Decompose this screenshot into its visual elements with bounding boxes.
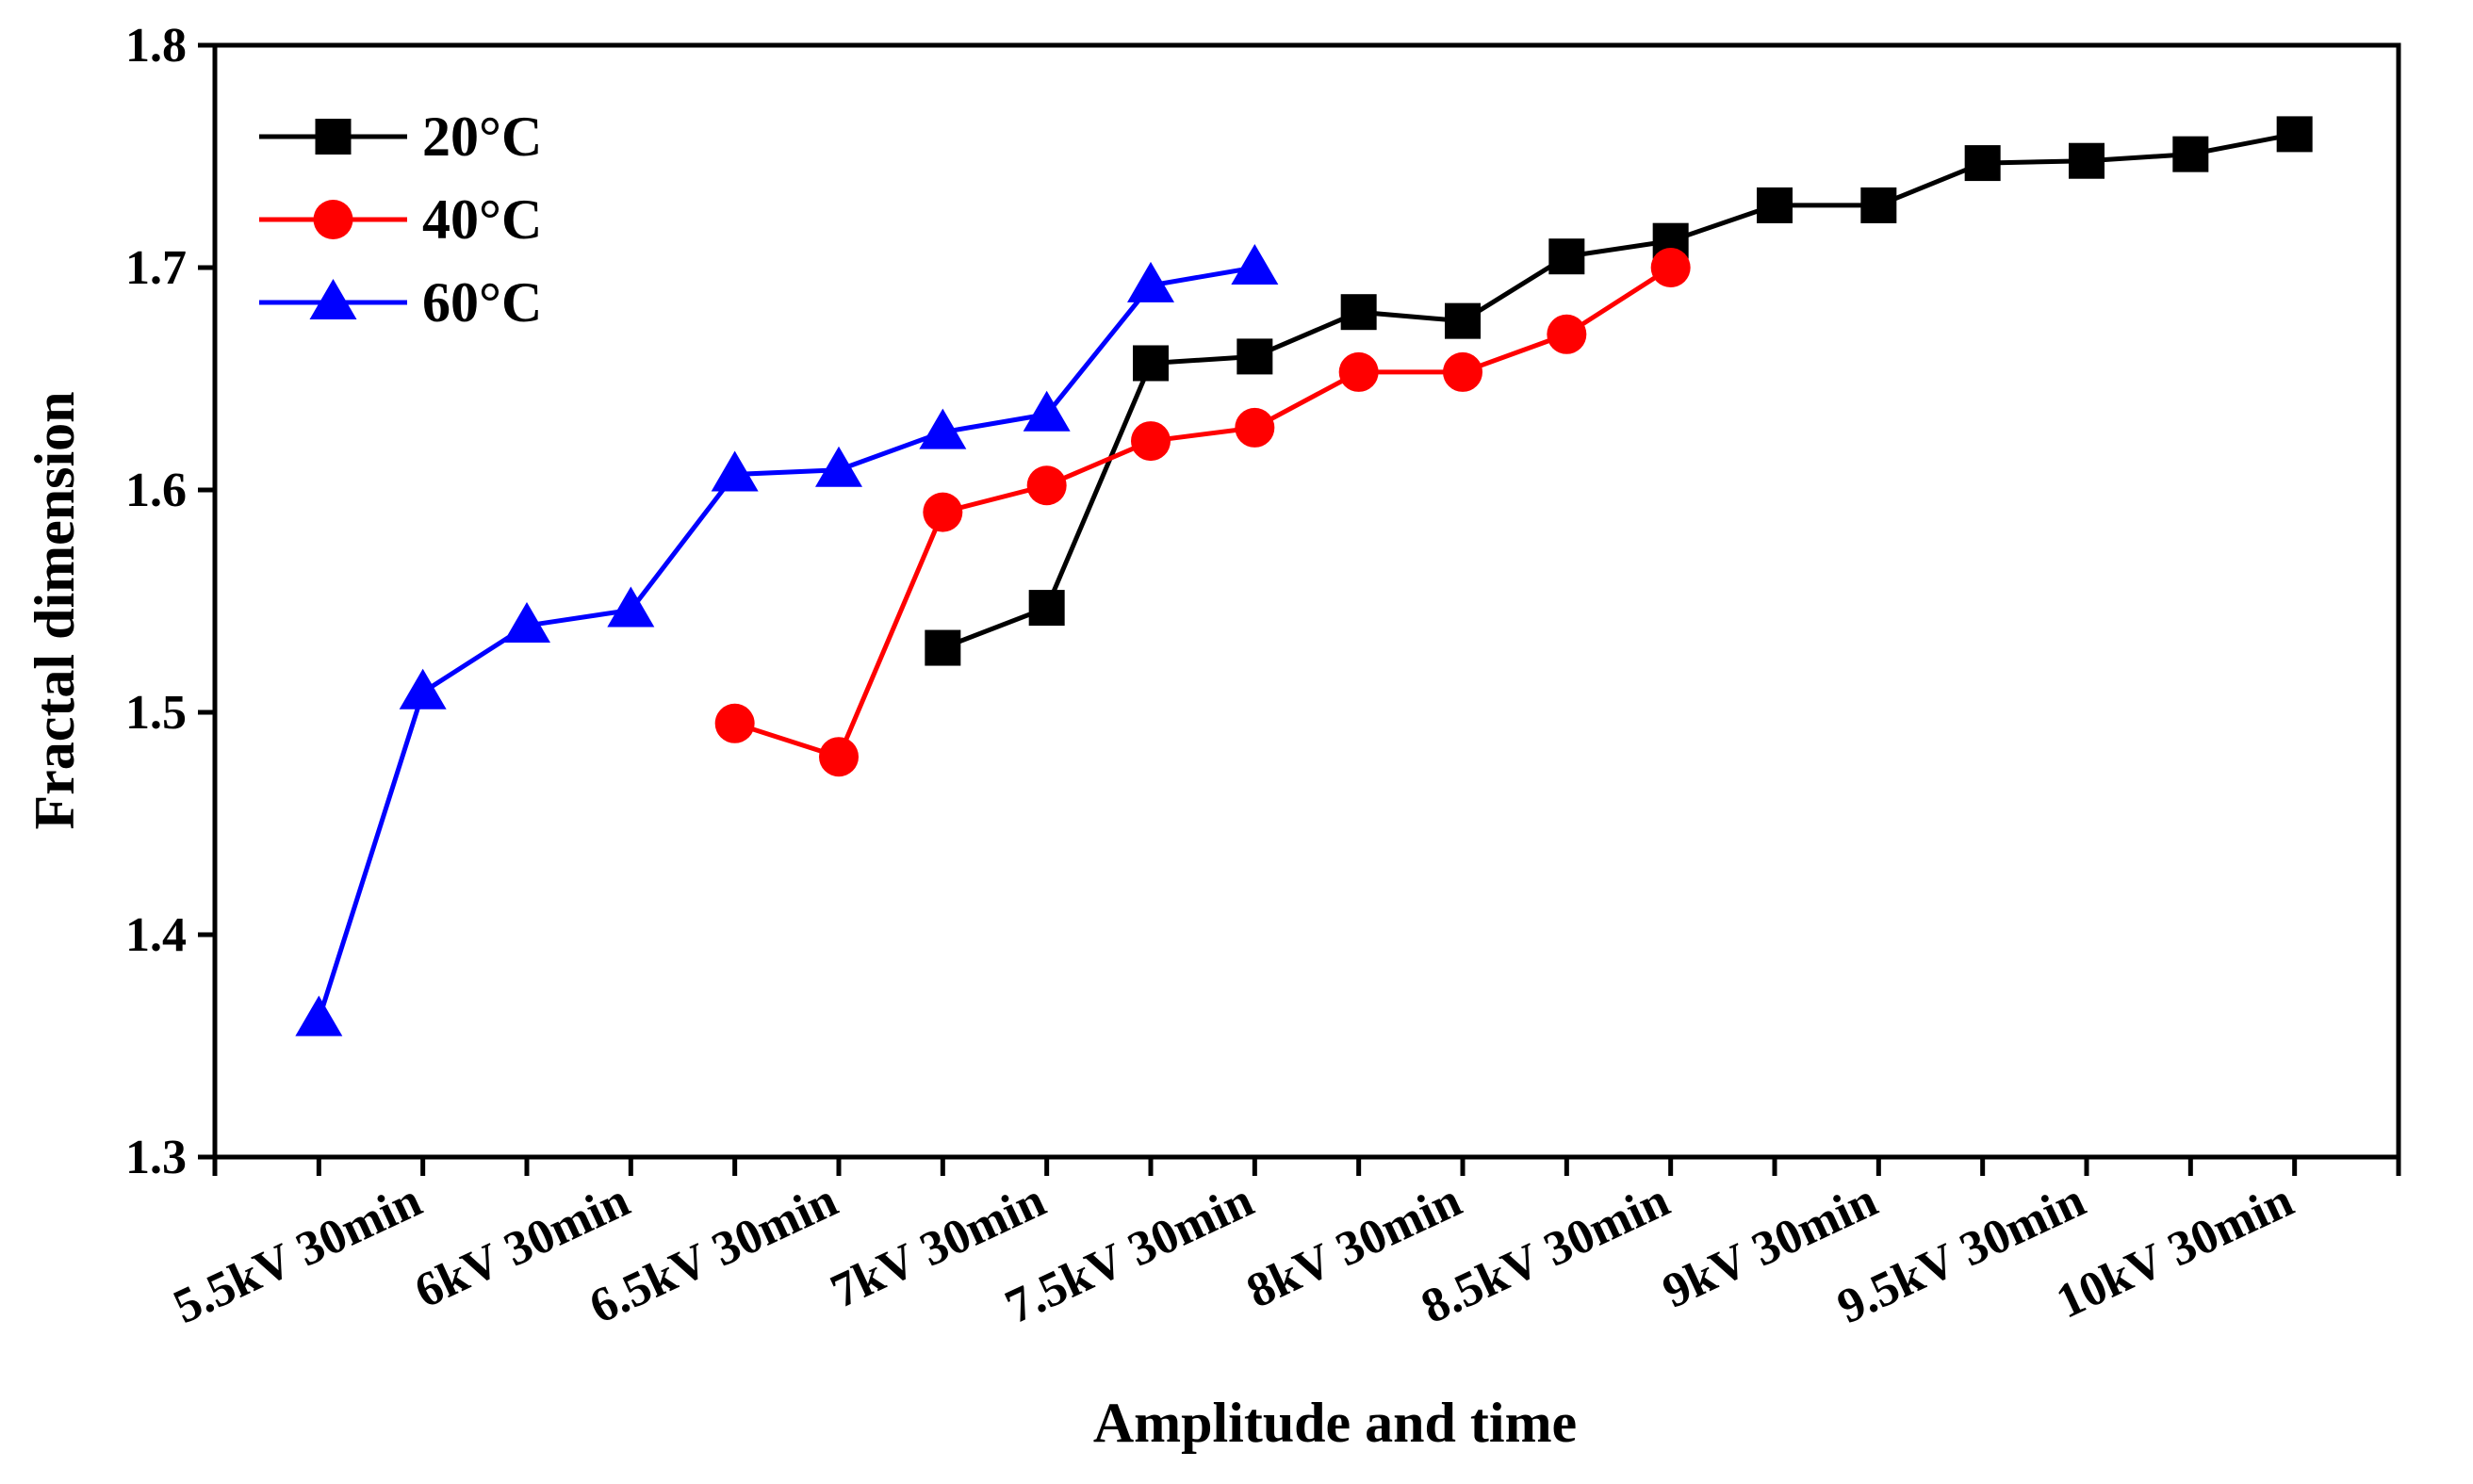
series-triangle-group [295, 244, 1279, 1036]
y-tick-label: 1.7 [125, 241, 187, 295]
data-point [503, 601, 550, 643]
data-point [607, 586, 655, 628]
data-point [1127, 261, 1174, 302]
data-point [295, 995, 343, 1036]
y-tick-label: 1.3 [125, 1131, 187, 1184]
data-point [819, 737, 859, 777]
data-point [1133, 345, 1169, 382]
y-axis-title: Fractal dimension [24, 392, 86, 830]
data-point [1757, 187, 1793, 223]
x-tick-label: 5.5kV 30min [166, 1173, 430, 1334]
x-tick-label: 10kV 30min [2049, 1173, 2301, 1329]
legend-marker [313, 200, 353, 239]
data-point [1548, 238, 1585, 275]
data-point [2172, 136, 2209, 172]
legend-label: 60°C [422, 271, 542, 334]
data-point [1023, 390, 1071, 432]
x-axis-title: Amplitude and time [1093, 1392, 1577, 1454]
data-point [1443, 351, 1482, 392]
data-point [1235, 407, 1275, 448]
series-line [942, 131, 2296, 650]
data-point [1860, 187, 1897, 223]
data-point [399, 668, 447, 709]
data-point [1236, 338, 1273, 375]
series-square-group [925, 116, 2313, 666]
data-point [1231, 244, 1279, 285]
series-line [733, 265, 1673, 760]
data-point [1028, 590, 1065, 627]
y-tick-label: 1.6 [125, 464, 187, 517]
legend-marker [315, 119, 352, 155]
y-axis-ticks: 1.3 1.4 1.5 1.6 1.7 1.8 [125, 19, 215, 1184]
data-point [2069, 142, 2105, 179]
data-point [925, 629, 961, 666]
legend-marker [309, 279, 357, 319]
data-point [714, 703, 755, 743]
data-point [919, 408, 967, 449]
y-tick-label: 1.5 [125, 686, 187, 740]
series-circle-group [714, 248, 1691, 777]
data-point [1338, 351, 1379, 392]
legend-label: 20°C [422, 106, 542, 168]
data-point [815, 446, 862, 487]
plot-frame [212, 42, 2401, 1160]
legend-label: 40°C [422, 188, 542, 251]
data-point [923, 492, 963, 532]
legend: 20°C 40°C 60°C [259, 106, 542, 334]
data-point [1445, 302, 1481, 339]
series-layer [295, 116, 2313, 1036]
data-point [711, 450, 759, 492]
data-point [2276, 116, 2313, 153]
data-point [1650, 248, 1691, 287]
series-line [316, 265, 1255, 1020]
data-point [1964, 145, 2001, 182]
y-tick-label: 1.8 [125, 19, 187, 73]
data-point [1547, 314, 1587, 354]
data-point [1131, 421, 1171, 462]
data-point [1026, 465, 1067, 506]
data-point [1340, 294, 1377, 331]
y-tick-label: 1.4 [125, 908, 187, 962]
